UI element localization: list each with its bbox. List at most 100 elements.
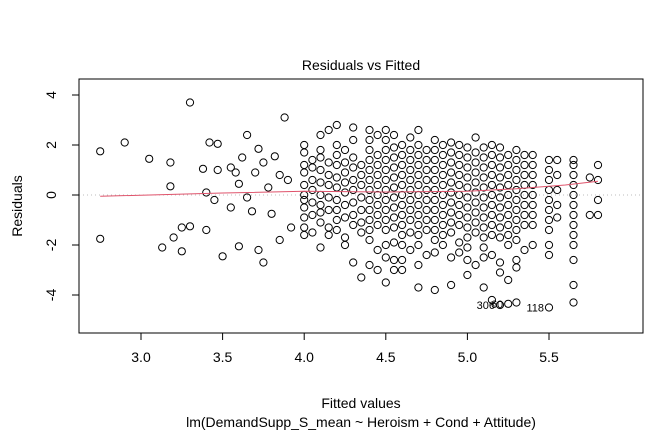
data-point	[381, 125, 390, 135]
data-point	[414, 210, 423, 220]
data-point	[340, 145, 350, 155]
data-point	[414, 260, 423, 270]
data-point	[544, 240, 554, 250]
data-point	[349, 163, 358, 172]
data-point	[430, 175, 439, 185]
data-point	[479, 283, 488, 292]
data-point	[158, 243, 167, 252]
data-point	[528, 200, 537, 210]
data-point	[455, 140, 464, 150]
data-point	[528, 210, 537, 220]
data-point	[422, 215, 431, 225]
data-point	[226, 203, 235, 212]
data-point	[495, 143, 505, 152]
data-point	[300, 223, 309, 232]
data-point	[422, 225, 431, 235]
data-point	[593, 210, 603, 220]
data-point	[120, 138, 129, 147]
data-point	[438, 220, 447, 230]
data-point	[381, 155, 390, 165]
data-point	[398, 140, 407, 150]
data-point	[231, 168, 240, 177]
data-point	[357, 273, 366, 282]
data-point	[389, 153, 399, 162]
data-point	[340, 233, 350, 242]
data-point	[166, 182, 175, 191]
data-point	[398, 180, 407, 190]
data-point	[357, 180, 366, 190]
data-point	[414, 160, 423, 170]
data-point	[528, 160, 537, 170]
data-point	[349, 135, 358, 145]
data-point	[447, 178, 456, 187]
data-point	[316, 243, 325, 252]
data-point	[389, 183, 399, 192]
data-point	[300, 140, 309, 150]
data-point	[471, 198, 480, 207]
x-tick-label: 3.5	[213, 349, 233, 365]
data-point	[438, 210, 447, 220]
data-point	[463, 153, 472, 162]
data-point	[357, 170, 366, 180]
data-point	[430, 165, 439, 175]
data-point	[544, 250, 554, 260]
data-point	[438, 240, 447, 250]
data-point	[495, 300, 505, 310]
data-point	[495, 153, 505, 162]
data-point	[365, 260, 374, 270]
data-point	[455, 238, 464, 247]
data-point	[414, 150, 423, 160]
data-point	[259, 158, 268, 167]
data-point	[251, 168, 260, 177]
data-point	[226, 163, 235, 172]
data-point	[569, 170, 578, 180]
data-point	[316, 178, 325, 187]
data-point	[463, 143, 472, 152]
data-point	[495, 173, 505, 182]
data-point	[512, 215, 521, 225]
data-point	[275, 170, 284, 180]
data-point	[447, 253, 456, 262]
data-point	[381, 145, 390, 155]
data-point	[332, 160, 341, 170]
data-point	[300, 195, 309, 205]
data-point	[487, 220, 496, 230]
data-point	[495, 233, 505, 242]
data-point	[455, 180, 464, 190]
data-point	[422, 145, 431, 155]
data-point	[243, 193, 252, 202]
data-point	[332, 120, 341, 130]
data-point	[259, 258, 268, 267]
data-point	[357, 193, 366, 202]
data-point	[365, 125, 374, 135]
data-point	[471, 208, 480, 217]
data-point	[569, 220, 578, 230]
data-point	[455, 210, 464, 220]
data-point	[553, 170, 562, 180]
data-point	[422, 175, 431, 185]
data-point	[238, 153, 247, 162]
data-point	[300, 230, 309, 240]
data-point	[406, 175, 415, 185]
data-point	[365, 175, 374, 185]
data-point	[300, 180, 309, 190]
data-point	[455, 200, 464, 210]
data-point	[96, 147, 105, 156]
data-point	[512, 175, 521, 185]
data-point	[365, 235, 374, 245]
data-point	[349, 175, 358, 185]
data-point	[471, 188, 480, 197]
outlier-label: 306	[477, 300, 495, 312]
data-point	[349, 123, 358, 132]
data-point	[430, 235, 439, 245]
data-point	[270, 152, 279, 161]
data-point	[332, 195, 341, 205]
data-point	[495, 223, 505, 232]
data-point	[569, 200, 578, 210]
data-point	[414, 240, 423, 250]
data-point	[528, 190, 537, 200]
data-point	[349, 185, 358, 195]
x-tick-label: 4.0	[294, 349, 314, 365]
data-point	[504, 150, 513, 160]
data-point	[495, 183, 505, 192]
